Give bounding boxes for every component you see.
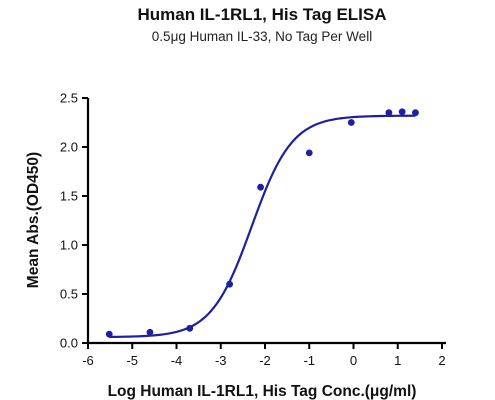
y-tick-label: 1.0 <box>60 238 78 253</box>
data-point <box>305 149 313 157</box>
data-point <box>257 183 264 191</box>
y-tick-label: 2.0 <box>60 140 78 155</box>
data-point <box>226 280 234 288</box>
y-tick-label: 0.5 <box>60 287 78 302</box>
x-tick-label: -4 <box>171 353 183 368</box>
data-point <box>412 109 419 117</box>
y-tick-label: 0.0 <box>60 336 78 351</box>
x-tick-label: 1 <box>394 353 401 368</box>
data-point <box>186 324 194 332</box>
chart-title: Human IL-1RL1, His Tag ELISA <box>137 5 386 24</box>
chart-subtitle: 0.5μg Human IL-33, No Tag Per Well <box>152 29 372 44</box>
x-tick-label: -2 <box>259 353 271 368</box>
fit-curve <box>109 114 416 339</box>
x-tick-label: -5 <box>126 353 138 368</box>
y-tick-label: 2.5 <box>60 91 78 106</box>
data-point <box>105 330 113 338</box>
data-point <box>398 108 406 116</box>
y-tick-label: 1.5 <box>60 189 78 204</box>
data-point <box>347 119 355 126</box>
y-axis-label: Mean Abs.(OD450) <box>25 152 42 288</box>
plot-area <box>105 108 419 339</box>
data-point <box>146 328 154 336</box>
x-tick-label: -3 <box>215 353 227 368</box>
x-axis-label: Log Human IL-1RL1, His Tag Conc.(μg/ml) <box>108 383 417 400</box>
x-tick-label: -6 <box>82 353 94 368</box>
x-tick-label: 0 <box>350 353 357 368</box>
x-tick-label: 2 <box>438 353 445 368</box>
x-tick-label: -1 <box>303 353 315 368</box>
data-point <box>385 109 393 117</box>
